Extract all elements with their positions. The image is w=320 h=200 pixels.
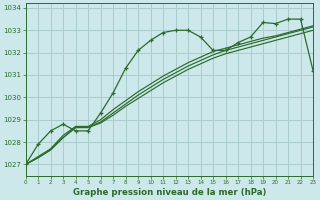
X-axis label: Graphe pression niveau de la mer (hPa): Graphe pression niveau de la mer (hPa) [73,188,266,197]
